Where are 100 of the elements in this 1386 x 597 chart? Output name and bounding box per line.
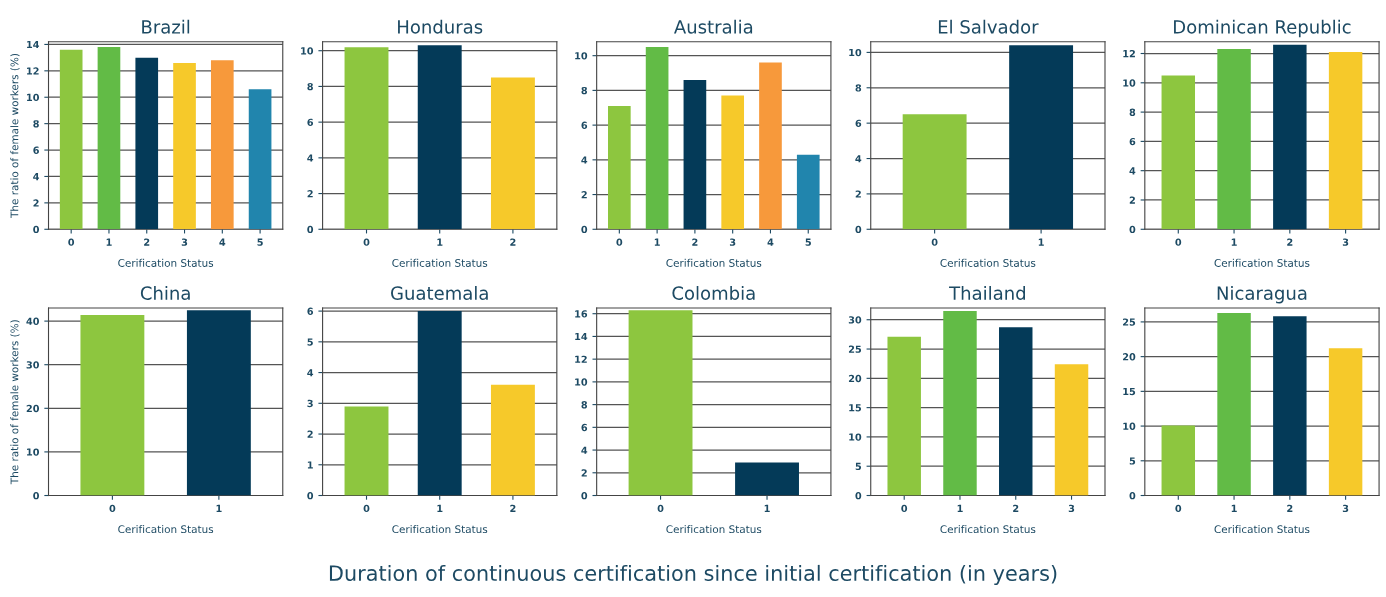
- bar: [1328, 52, 1363, 230]
- x-tick-label: 1: [1038, 238, 1044, 246]
- y-tick-label: 16: [575, 310, 588, 318]
- y-tick-label: 6: [307, 307, 314, 315]
- chart-title: Brazil: [142, 19, 190, 34]
- x-tick-label: 3: [1068, 504, 1075, 513]
- y-tick-label: 2: [581, 191, 587, 199]
- x-tick-label: 0: [68, 238, 75, 246]
- x-tick-label: 2: [692, 238, 698, 246]
- y-tick-label: 2: [307, 430, 313, 438]
- x-tick-label: 0: [616, 238, 623, 246]
- x-axis-title: Cerification Status: [940, 525, 1036, 534]
- y-tick-label: 6: [1129, 137, 1136, 146]
- bar: [721, 95, 745, 230]
- y-tick-label: 8: [307, 82, 313, 91]
- y-tick-label: 0: [1129, 225, 1136, 234]
- x-tick-label: 4: [219, 238, 226, 246]
- bar: [608, 106, 631, 230]
- x-tick-label: 0: [657, 504, 664, 513]
- y-tick-label: 12: [27, 67, 39, 75]
- bar: [683, 79, 707, 230]
- bar: [59, 49, 83, 230]
- bar: [943, 310, 977, 496]
- y-tick-label: 4: [581, 156, 588, 164]
- x-tick-label: 1: [106, 238, 112, 246]
- y-tick-label: 10: [1123, 422, 1136, 430]
- y-tick-label: 4: [855, 155, 862, 163]
- y-tick-label: 20: [1123, 353, 1136, 361]
- chart-title: Australia: [674, 19, 753, 34]
- y-tick-label: 8: [855, 84, 862, 92]
- x-tick-label: 0: [363, 238, 370, 246]
- y-tick-label: 0: [855, 491, 862, 500]
- y-tick-label: 0: [855, 225, 862, 234]
- bar: [210, 60, 234, 230]
- x-tick-label: 1: [654, 238, 660, 246]
- y-tick-label: 15: [849, 404, 862, 412]
- y-tick-label: 25: [1123, 318, 1136, 326]
- bar: [1217, 312, 1251, 496]
- bar: [1161, 75, 1196, 230]
- y-tick-label: 0: [307, 491, 314, 500]
- y-tick-label: 20: [848, 374, 862, 383]
- y-tick-label: 12: [1123, 49, 1135, 58]
- x-tick-label: 2: [1287, 504, 1293, 512]
- y-tick-label: 25: [848, 345, 862, 353]
- bar: [248, 89, 272, 230]
- y-tick-label: 0: [307, 225, 314, 234]
- y-tick-label: 4: [1129, 167, 1136, 175]
- bar: [344, 406, 389, 496]
- x-axis-title: Cerification Status: [1214, 525, 1310, 534]
- y-tick-label: 3: [307, 399, 313, 408]
- y-tick-label: 8: [1129, 108, 1136, 116]
- y-tick-label: 6: [855, 119, 862, 127]
- x-tick-label: 2: [1287, 238, 1293, 246]
- x-tick-label: 0: [1175, 238, 1182, 246]
- x-tick-label: 1: [1231, 238, 1237, 246]
- y-tick-label: 12: [575, 355, 587, 363]
- y-tick-label: 8: [581, 401, 588, 409]
- chart-title: Honduras: [398, 19, 483, 34]
- chart-title: Colombia: [672, 285, 755, 300]
- y-tick-label: 4: [581, 446, 588, 454]
- bar: [135, 57, 159, 230]
- bar: [645, 47, 669, 230]
- y-tick-label: 4: [33, 173, 40, 181]
- y-tick-label: 2: [581, 469, 587, 477]
- bar: [1273, 316, 1307, 496]
- x-axis-title: Cerification Status: [666, 258, 762, 267]
- x-axis-title: Cerification Status: [940, 258, 1036, 267]
- y-tick-label: 2: [1129, 196, 1135, 204]
- y-tick-label: 0: [33, 225, 40, 234]
- x-tick-label: 3: [729, 238, 736, 246]
- x-tick-label: 1: [216, 504, 222, 512]
- x-tick-label: 1: [437, 238, 443, 246]
- y-tick-label: 0: [1129, 491, 1136, 500]
- bar: [887, 336, 921, 496]
- bar: [173, 62, 196, 230]
- x-tick-label: 1: [437, 504, 443, 512]
- y-axis-title: The ratio of female workers (%): [10, 320, 20, 485]
- x-axis-title: Cerification Status: [666, 525, 762, 534]
- x-axis-title: Cerification Status: [118, 258, 214, 267]
- chart-title: El Salvador: [938, 19, 1039, 34]
- bar: [1054, 364, 1089, 496]
- bar: [1273, 44, 1307, 230]
- y-tick-label: 40: [26, 317, 40, 325]
- bar: [1217, 49, 1251, 230]
- y-tick-label: 2: [855, 190, 861, 198]
- x-tick-label: 0: [109, 504, 116, 513]
- y-tick-label: 14: [575, 333, 588, 341]
- x-tick-label: 1: [1231, 504, 1237, 512]
- y-tick-label: 6: [581, 423, 588, 432]
- y-tick-label: 30: [26, 361, 40, 369]
- chart-title: Guatemala: [391, 285, 488, 300]
- y-tick-label: 10: [301, 47, 314, 55]
- y-tick-label: 30: [848, 316, 862, 324]
- bar: [759, 62, 782, 230]
- x-tick-label: 0: [1175, 504, 1182, 513]
- y-tick-label: 8: [33, 120, 39, 128]
- x-tick-label: 2: [1013, 504, 1019, 512]
- x-tick-label: 3: [1342, 238, 1349, 246]
- bar: [490, 384, 535, 496]
- x-tick-label: 0: [931, 238, 938, 246]
